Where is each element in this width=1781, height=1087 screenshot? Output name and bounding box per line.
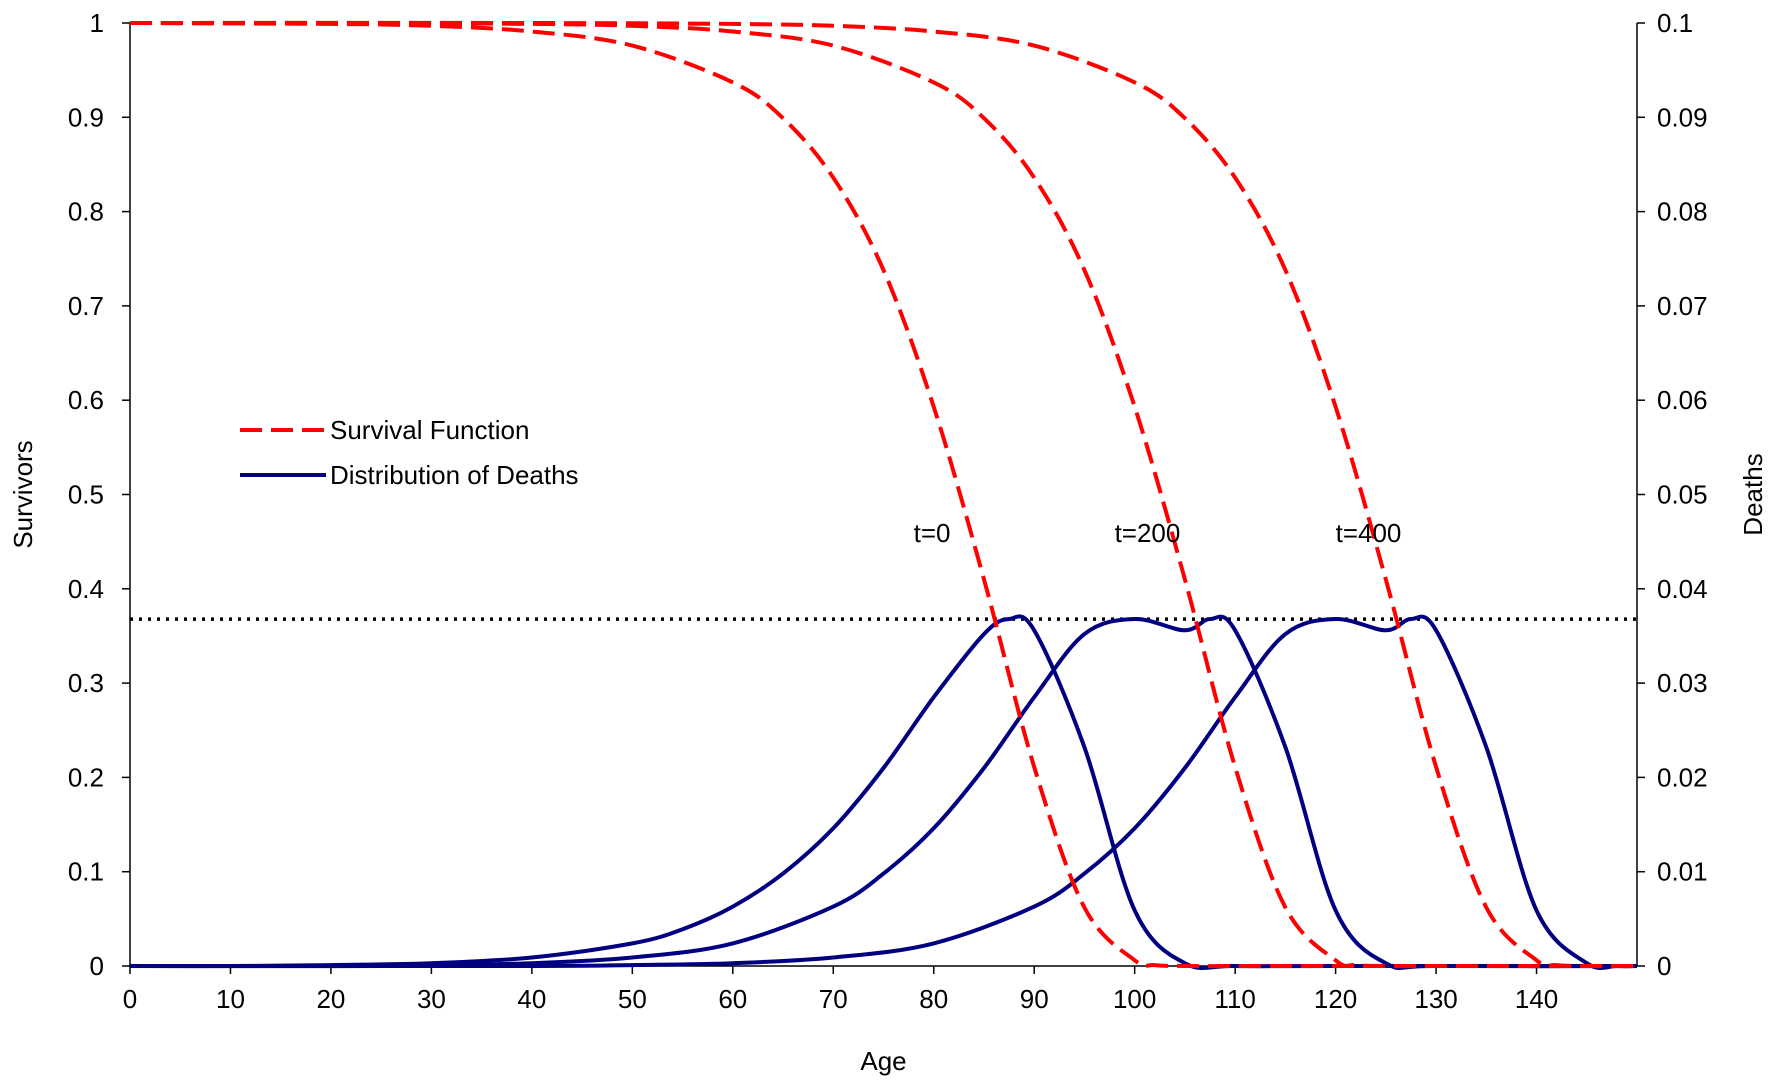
x-tick-label: 90	[1020, 984, 1049, 1014]
x-tick-label: 40	[517, 984, 546, 1014]
y2-tick-label: 0.01	[1657, 857, 1708, 887]
survival-curve-t0	[129, 21, 1637, 969]
x-tick-label: 110	[1214, 984, 1255, 1014]
deaths-curve-t200	[129, 614, 1638, 970]
y-tick-label: 1	[90, 8, 104, 38]
y-tick-label: 0.6	[68, 385, 104, 415]
y2-tick-label: 0.04	[1657, 574, 1708, 604]
y2-tick-label: 0.02	[1657, 762, 1708, 792]
x-tick-label: 130	[1414, 984, 1457, 1014]
x-tick-label: 10	[216, 984, 245, 1014]
y-tick-label: 0.9	[68, 102, 104, 132]
survival-curve-t400	[129, 20, 1638, 969]
y-tick-label: 0.3	[68, 668, 104, 698]
curve-annotation: t=0	[914, 518, 951, 548]
x-tick-label: 120	[1314, 984, 1357, 1014]
survival-curve-t200	[129, 20, 1637, 969]
y2-tick-label: 0.03	[1657, 668, 1708, 698]
x-axis-title: Age	[860, 1046, 906, 1076]
x-tick-label: 50	[618, 984, 647, 1014]
x-tick-label: 0	[123, 984, 137, 1014]
x-tick-label: 80	[919, 984, 948, 1014]
y-tick-label: 0	[90, 951, 104, 981]
y2-axis-title: Deaths	[1738, 453, 1768, 535]
y2-tick-label: 0.08	[1657, 197, 1708, 227]
curve-annotation: t=400	[1336, 518, 1402, 548]
axes-group: 0 10 20 30 40 50 60 70 80 90 100 110 120 130 14000.10.…	[68, 8, 1708, 1014]
y-tick-label: 0.2	[68, 762, 104, 792]
legend-group: Survival Function Distribution of Deaths	[240, 415, 579, 490]
y2-tick-label: 0	[1657, 951, 1671, 981]
y-tick-label: 0.5	[68, 480, 104, 510]
y-axis-title: Survivors	[8, 440, 38, 548]
x-tick-label: 60	[718, 984, 747, 1014]
curve-annotation: t=200	[1115, 518, 1181, 548]
x-tick-label: 140	[1515, 984, 1558, 1014]
y2-tick-label: 0.05	[1657, 480, 1708, 510]
legend-label: Distribution of Deaths	[330, 460, 579, 490]
y-tick-label: 0.7	[68, 291, 104, 321]
y2-tick-label: 0.06	[1657, 385, 1708, 415]
y-tick-label: 0.4	[68, 574, 104, 604]
annotations-group: t=0 t=200 t=400	[914, 518, 1402, 548]
y-tick-label: 0.1	[68, 857, 104, 887]
deaths-curve-t400	[129, 614, 1638, 970]
x-tick-label: 70	[819, 984, 848, 1014]
y2-tick-label: 0.09	[1657, 102, 1708, 132]
y2-tick-label: 0.1	[1657, 8, 1693, 38]
series-group	[129, 20, 1638, 970]
y2-tick-label: 0.07	[1657, 291, 1708, 321]
x-tick-label: 30	[417, 984, 446, 1014]
x-tick-label: 20	[316, 984, 345, 1014]
legend-label: Survival Function	[330, 415, 529, 445]
y-tick-label: 0.8	[68, 197, 104, 227]
x-tick-label: 100	[1113, 984, 1156, 1014]
